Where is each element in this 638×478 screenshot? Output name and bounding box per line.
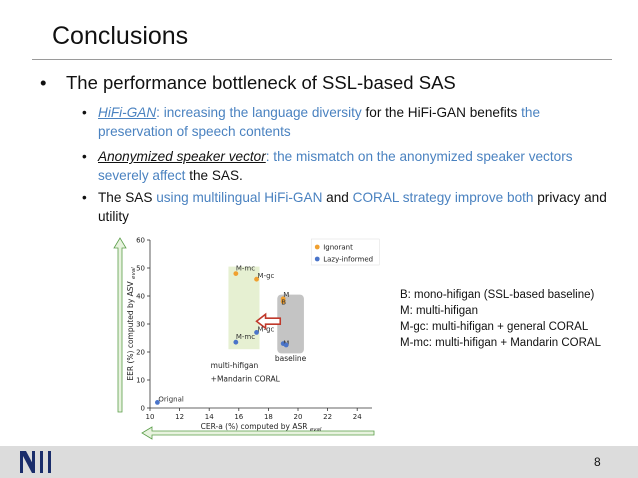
sub-bullet-segment: the preservation of speech contents — [98, 105, 541, 139]
x-tick-label: 24 — [353, 413, 362, 421]
y-tick-label: 30 — [136, 321, 145, 329]
title-divider — [32, 59, 612, 60]
nii-logo-icon — [20, 451, 51, 473]
data-point — [280, 299, 286, 304]
y-axis-label-subscript: eval — [131, 267, 137, 279]
point-label: M-mc — [236, 265, 255, 273]
legend-desc-line: M-gc: multi-hifigan + general CORAL — [400, 321, 589, 333]
bullet-dot-icon: • — [40, 72, 47, 93]
x-tick-label: 14 — [205, 413, 214, 421]
x-tick-label: 22 — [323, 413, 332, 421]
y-axis-label: EER (%) computed by ASV eval — [126, 267, 137, 381]
annotation-multi-hifigan: multi-hifigan — [211, 361, 259, 370]
sub-bullet-segment: for the HiFi-GAN benefits — [365, 105, 522, 120]
x-tick-label: 20 — [294, 413, 303, 421]
sub-bullet-dot-icon: • — [82, 105, 87, 120]
y-tick-label: 0 — [141, 405, 145, 413]
x-axis-label-subscript: eval — [310, 427, 322, 433]
sub-bullet-text: HiFi-GAN: increasing the language divers… — [98, 103, 610, 141]
point-label: M-mc — [236, 333, 255, 341]
y-tick-label: 20 — [136, 349, 145, 357]
data-point — [254, 276, 259, 282]
data-point — [155, 400, 160, 405]
y-tick-label: 10 — [136, 377, 145, 385]
sub-bullet-segment: HiFi-GAN — [98, 105, 157, 120]
sub-bullet-segment: : the mismatch on the anonymized speaker… — [98, 149, 573, 183]
x-tick-label: 18 — [264, 413, 273, 421]
legend-desc-line: M-mc: multi-hifigan + Mandarin CORAL — [400, 337, 601, 349]
mandarin-coral-box — [228, 266, 260, 350]
sub-bullet-segment: using multilingual HiFi-GAN — [156, 190, 327, 205]
legend-desc-line: B: mono-hifigan (SSL-based baseline) — [400, 289, 595, 301]
y-axis-arrow-icon — [113, 237, 127, 413]
point-label: M-gc — [258, 272, 275, 280]
legend-entry: Ignorant — [323, 244, 353, 252]
slide-title: Conclusions — [52, 22, 189, 50]
y-tick-label: 60 — [136, 237, 145, 245]
legend-marker — [314, 244, 320, 250]
improvement-arrow-icon — [255, 312, 282, 330]
abbreviation-legend: B: mono-hifigan (SSL-based baseline) M: … — [400, 287, 601, 351]
legend-marker — [314, 256, 320, 262]
sub-bullet-dot-icon: • — [82, 149, 87, 164]
footer-bar: 8 — [0, 446, 638, 478]
annotation-baseline: baseline — [275, 354, 307, 363]
data-point — [283, 342, 289, 348]
baseline-box — [277, 294, 304, 354]
sub-bullet-segment: privacy and utility — [98, 190, 607, 224]
sub-bullet-segment: Anonymized speaker vector — [98, 149, 266, 164]
data-point — [233, 271, 239, 276]
point-label: M — [283, 291, 289, 299]
sub-bullet-segment: the SAS. — [189, 168, 243, 183]
x-tick-label: 12 — [175, 413, 184, 421]
legend-entry: Lazy-informed — [323, 256, 373, 264]
legend-box — [310, 238, 380, 266]
x-tick-label: 16 — [234, 413, 243, 421]
data-point — [233, 339, 239, 345]
y-tick-label: 40 — [136, 293, 145, 301]
y-tick-label: 50 — [136, 265, 145, 273]
data-point — [254, 330, 259, 335]
point-label: Orignal — [158, 395, 184, 403]
annotation-mandarin-coral: +Mandarin CORAL — [211, 374, 281, 383]
sub-bullet-segment: The SAS — [98, 190, 157, 205]
point-label: B — [281, 299, 286, 307]
sub-bullet-segment: and — [326, 190, 353, 205]
x-axis-arrow-icon — [141, 426, 375, 440]
main-bullet-text: The performance bottleneck of SSL-based … — [66, 72, 456, 93]
sub-bullet-segment: CORAL strategy improve both — [352, 190, 538, 205]
sub-bullet-text: Anonymized speaker vector: the mismatch … — [98, 147, 610, 185]
sub-bullet-text: The SAS using multilingual HiFi-GAN and … — [98, 188, 610, 226]
x-axis-label: CER-a (%) computed by ASR eval — [201, 422, 322, 433]
x-tick-label: 10 — [146, 413, 155, 421]
point-label: M-gc — [258, 325, 275, 333]
page-number: 8 — [594, 455, 601, 469]
legend-desc-line: M: multi-hifigan — [400, 305, 478, 317]
sub-bullet-dot-icon: • — [82, 190, 87, 205]
sub-bullet-segment: : increasing the language diversity — [156, 105, 366, 120]
